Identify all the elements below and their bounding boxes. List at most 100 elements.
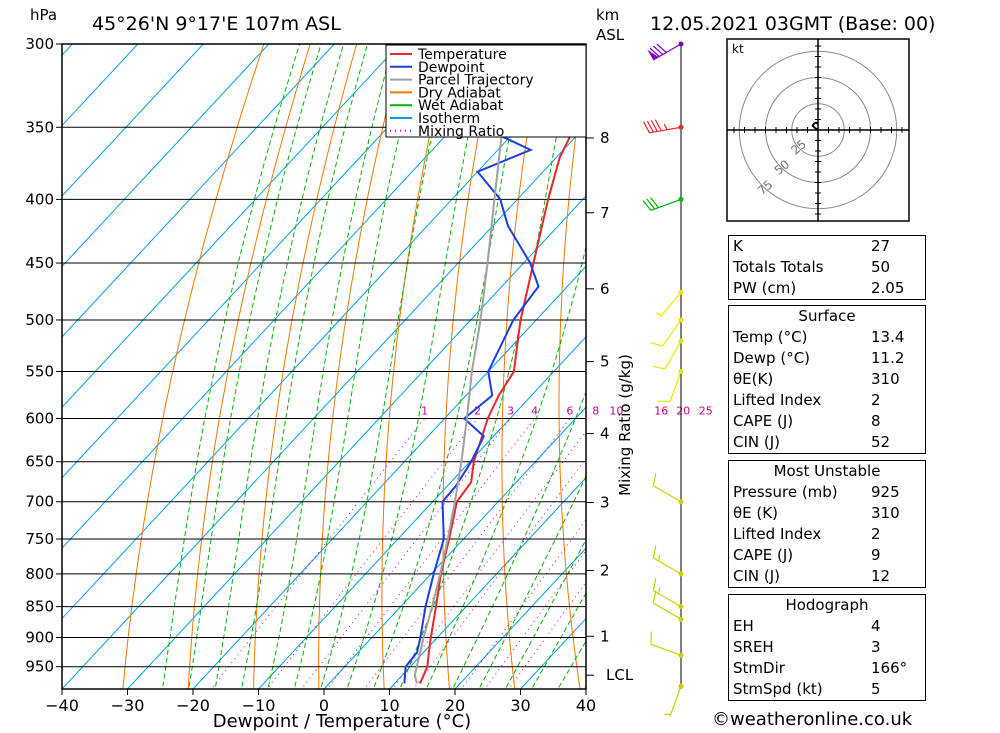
x-tick-label: 20 xyxy=(445,696,465,715)
isotherm-line xyxy=(126,195,586,689)
mu-row: θE (K) 310 xyxy=(729,503,926,524)
legend-item-label: Temperature xyxy=(417,47,507,63)
wind-barb-staff xyxy=(652,590,682,608)
mixing-ratio-label: 2 xyxy=(474,404,481,417)
height-tick-label: 3 xyxy=(600,494,610,512)
mixing-ratio-label: 3 xyxy=(507,404,514,417)
hodo-row: SREH 3 xyxy=(729,637,926,658)
mixing-ratio-label: 10 xyxy=(609,404,623,417)
surface-row: Lifted Index 2 xyxy=(729,390,926,411)
index-value: 11.2 xyxy=(871,349,905,367)
dry-adiabat-line xyxy=(318,44,404,689)
index-value: 8 xyxy=(871,412,881,430)
height-unit-label: km xyxy=(596,6,619,24)
dry-adiabat-line xyxy=(381,44,451,689)
index-value: 9 xyxy=(871,546,881,564)
x-tick-label: 0 xyxy=(319,696,329,715)
wind-barb-staff xyxy=(669,686,682,717)
index-label: EH xyxy=(733,617,754,635)
dewpoint-profile xyxy=(403,44,550,684)
mixing-ratio-label: 4 xyxy=(531,404,538,417)
wind-barb-feather xyxy=(652,578,657,591)
y-tick-label: 600 xyxy=(25,409,54,427)
mixing-ratio-label: 8 xyxy=(592,404,599,417)
hodograph-trace xyxy=(811,121,819,131)
isotherm-line xyxy=(454,547,586,689)
index-label: StmDir xyxy=(733,659,785,677)
surface-row: Temp (°C) 13.4 xyxy=(729,327,926,348)
y-tick-label: 400 xyxy=(25,190,54,208)
wind-barb-staff xyxy=(664,340,682,370)
wind-barb-staff xyxy=(652,43,682,61)
index-value: 12 xyxy=(871,567,891,585)
mu-row: CAPE (J) 9 xyxy=(729,545,926,566)
y-tick-label: 450 xyxy=(25,254,54,272)
y-tick-label: 350 xyxy=(25,118,54,136)
section-title: Hodograph xyxy=(785,596,869,614)
index-label: CIN (J) xyxy=(733,567,781,585)
index-value: 2.05 xyxy=(871,279,905,297)
isotherm-line xyxy=(62,44,205,197)
index-value: 50 xyxy=(871,258,891,276)
wind-barb-feather xyxy=(652,545,657,558)
index-label: θE (K) xyxy=(733,504,778,522)
wind-barb-feather xyxy=(642,200,652,211)
height-tick-label: 4 xyxy=(600,425,610,443)
mixing-ratio-line xyxy=(508,581,586,689)
hodo-row: StmDir 166° xyxy=(729,658,926,679)
most-unstable-table: Most Unstable Pressure (mb) 925 θE (K) 310… xyxy=(728,460,926,588)
mu-row: Pressure (mb) 925 xyxy=(729,482,926,503)
wind-barb-staff xyxy=(652,602,682,620)
index-label: CIN (J) xyxy=(733,433,781,451)
surface-row: Dewp (°C) 11.2 xyxy=(729,348,926,369)
dry-adiabat-line xyxy=(442,44,497,689)
dry-adiabat-line xyxy=(187,44,311,689)
isotherm-line xyxy=(388,476,586,689)
surface-row: CIN (J) 52 xyxy=(729,432,926,454)
wind-barb-feather xyxy=(656,43,667,53)
wind-barb-feather xyxy=(652,590,657,604)
wind-barb-half-feather xyxy=(663,123,668,130)
y-tick-label: 800 xyxy=(25,565,54,583)
dry-adiabat-line xyxy=(253,44,358,689)
hodograph-unit-label: kt xyxy=(732,42,744,56)
index-label: Temp (°C) xyxy=(733,328,808,346)
y-tick-label: 850 xyxy=(25,598,54,616)
x-tick-label: −20 xyxy=(176,696,210,715)
index-label: Dewp (°C) xyxy=(733,349,811,367)
isotherm-line xyxy=(62,44,401,409)
height-tick-label: 6 xyxy=(600,280,610,298)
mu-row: CIN (J) 12 xyxy=(729,566,926,588)
wind-barb-staff xyxy=(650,198,682,211)
x-tick-label: 10 xyxy=(379,696,399,715)
isotherm-line xyxy=(323,406,586,689)
mixing-ratio-label: 1 xyxy=(421,404,428,417)
y-tick-label: 750 xyxy=(25,530,54,548)
y-tick-label: 900 xyxy=(25,629,54,647)
wind-barb-feather xyxy=(650,120,658,132)
mu-row: Lifted Index 2 xyxy=(729,524,926,545)
index-row-k: K 27 xyxy=(729,236,926,258)
hodograph-table: Hodograph EH 4 SREH 3 StmDir 166° StmSpd (k… xyxy=(728,594,926,701)
index-value: 166° xyxy=(871,659,908,677)
index-value: 310 xyxy=(871,504,900,522)
x-tick-label: 40 xyxy=(576,696,596,715)
mixing-ratio-label: 16 xyxy=(654,404,668,417)
isotherm-line xyxy=(257,336,586,689)
wet-adiabat-line xyxy=(504,538,586,689)
height-tick-label: 7 xyxy=(600,204,610,222)
isotherm-line xyxy=(0,26,24,695)
wind-barb-half-feather xyxy=(657,587,661,594)
x-axis-label: Dewpoint / Temperature (°C) xyxy=(213,711,471,732)
wet-adiabat-line xyxy=(425,245,586,689)
y-tick-label: 300 xyxy=(25,35,54,53)
legend-item-label: Dry Adiabat xyxy=(418,85,501,101)
index-label: K xyxy=(733,237,743,255)
height-tick-label: 1 xyxy=(600,627,610,645)
index-label: PW (cm) xyxy=(733,279,797,297)
wind-barb-feather xyxy=(646,120,654,133)
index-label: Pressure (mb) xyxy=(733,483,838,501)
credit-link[interactable]: ©weatheronline.co.uk xyxy=(712,709,913,730)
wind-barb-staff xyxy=(650,643,682,656)
